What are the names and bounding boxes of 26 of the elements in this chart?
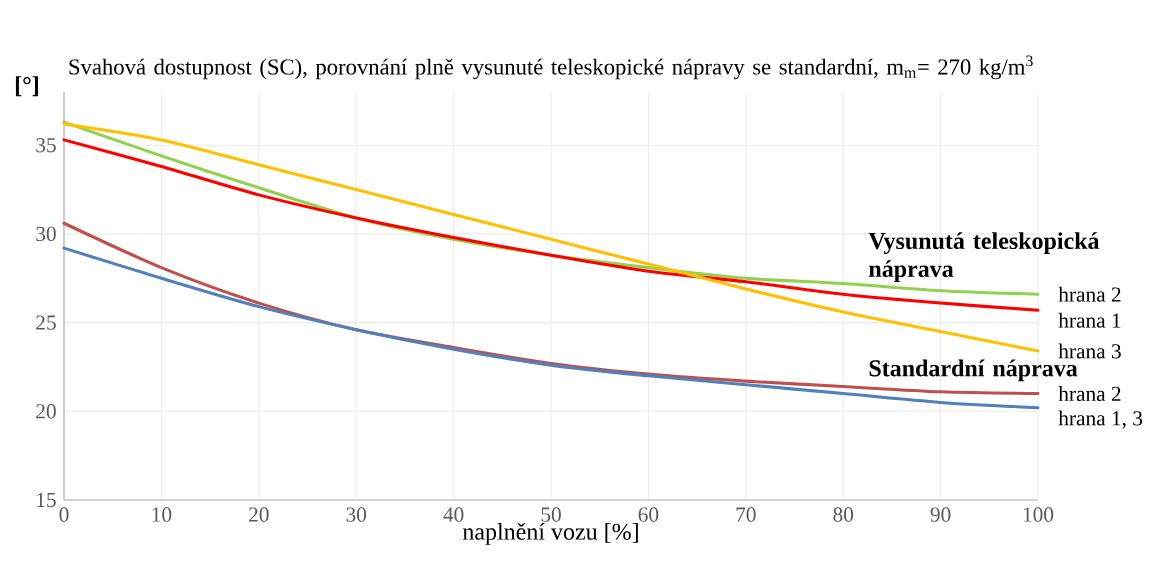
x-tick-label: 20: [249, 507, 269, 522]
x-axis-title: naplnění vozu [%]: [462, 522, 638, 545]
x-tick-label: 30: [346, 507, 367, 522]
y-tick-label: 20: [36, 404, 56, 419]
chart-title: Svahová dostupnost (SC), porovnání plně vysunuté teleskopické nápravy se standardní, m$_{m}$= 270 kg/m$^{3}$: [69, 55, 1033, 80]
series-label: hrana 1, 3: [1058, 410, 1143, 429]
annotation: Vysunutá teleskopická náprava: [868, 232, 1100, 282]
x-tick-label: 90: [930, 507, 951, 522]
x-tick-label: 100: [1023, 507, 1054, 522]
y-tick-label: 15: [37, 492, 56, 508]
series-label: hrana 2: [1058, 386, 1121, 402]
series-label: hrana 2: [1058, 286, 1121, 302]
x-tick-label: 40: [443, 507, 464, 522]
series-label: hrana 3: [1058, 343, 1121, 359]
y-tick-label: 25: [36, 315, 56, 330]
x-tick-label: 10: [152, 507, 172, 522]
x-tick-label: 50: [541, 507, 561, 522]
annotation: Standardní náprava: [869, 359, 1078, 382]
y-tick-label: 30: [36, 226, 56, 242]
y-axis-title: [°]: [15, 76, 38, 97]
series-label: hrana 1: [1058, 312, 1121, 328]
x-tick-label: 80: [833, 507, 854, 522]
x-tick-label: 60: [638, 507, 659, 522]
y-tick-label: 35: [36, 138, 56, 153]
x-tick-label: 0: [59, 507, 69, 522]
x-tick-label: 70: [736, 507, 756, 522]
